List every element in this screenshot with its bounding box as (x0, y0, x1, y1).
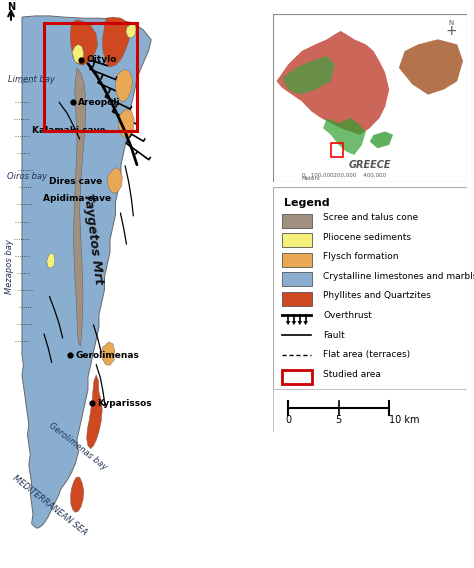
Polygon shape (282, 56, 335, 95)
Bar (282, 292, 312, 306)
Polygon shape (276, 31, 389, 135)
Bar (331, 143, 343, 157)
Text: Mezapos bay: Mezapos bay (6, 240, 15, 294)
Text: +: + (446, 24, 457, 38)
Text: Dires cave: Dires cave (49, 177, 102, 186)
Bar (282, 272, 312, 286)
Bar (282, 233, 312, 247)
Text: Pliocene sediments: Pliocene sediments (323, 233, 411, 242)
Text: Flat area (terraces): Flat area (terraces) (323, 350, 410, 359)
Polygon shape (323, 118, 366, 155)
Text: Crystalline limestones and marbls: Crystalline limestones and marbls (323, 272, 474, 281)
Text: N: N (7, 2, 15, 12)
Text: Apidima cave: Apidima cave (44, 194, 111, 203)
Text: N: N (449, 19, 454, 26)
Polygon shape (72, 44, 84, 64)
Polygon shape (73, 68, 86, 346)
Polygon shape (102, 342, 115, 365)
Text: Kyparissos: Kyparissos (97, 399, 152, 408)
Polygon shape (47, 253, 55, 268)
Text: Overthrust: Overthrust (323, 311, 372, 320)
Polygon shape (118, 109, 134, 137)
Text: Areopoli: Areopoli (78, 98, 120, 107)
Text: Studied area: Studied area (323, 370, 381, 379)
Polygon shape (107, 168, 122, 193)
Text: Legend: Legend (284, 198, 330, 207)
Text: MEDITERRANEAN SEA: MEDITERRANEAN SEA (11, 474, 89, 537)
Polygon shape (70, 477, 84, 512)
Polygon shape (399, 39, 463, 95)
Text: GREECE: GREECE (348, 160, 391, 170)
Text: Fault: Fault (323, 331, 345, 340)
Text: 10 km: 10 km (389, 415, 419, 425)
Polygon shape (102, 17, 130, 67)
Polygon shape (22, 16, 151, 528)
Polygon shape (292, 321, 296, 325)
Text: Oiros bay: Oiros bay (7, 172, 47, 181)
Text: Meters: Meters (301, 177, 320, 181)
Text: 0: 0 (285, 415, 291, 425)
Polygon shape (297, 321, 302, 325)
Text: Gerolimenas: Gerolimenas (75, 350, 139, 360)
Text: Flysch formation: Flysch formation (323, 252, 399, 261)
Polygon shape (70, 20, 98, 65)
Text: Taygetos Mrt: Taygetos Mrt (82, 192, 106, 285)
Polygon shape (116, 69, 133, 102)
Bar (282, 214, 312, 228)
Text: Phyllites and Quartzites: Phyllites and Quartzites (323, 291, 431, 300)
Text: Scree and talus cone: Scree and talus cone (323, 213, 418, 222)
Text: Oitylo: Oitylo (86, 55, 117, 64)
Polygon shape (286, 321, 291, 325)
Polygon shape (370, 131, 393, 148)
Bar (282, 253, 312, 267)
Polygon shape (87, 375, 102, 449)
Polygon shape (303, 321, 308, 325)
Polygon shape (126, 23, 136, 38)
Text: 0   100,000200,000    400,000: 0 100,000200,000 400,000 (301, 173, 386, 178)
Text: Gerolimenas bay: Gerolimenas bay (47, 420, 109, 471)
Text: Liment bay: Liment bay (8, 75, 55, 84)
Text: 5: 5 (336, 415, 342, 425)
Text: Kalamaki cave: Kalamaki cave (32, 126, 106, 135)
Bar (282, 370, 312, 384)
Bar (44, 23, 137, 131)
